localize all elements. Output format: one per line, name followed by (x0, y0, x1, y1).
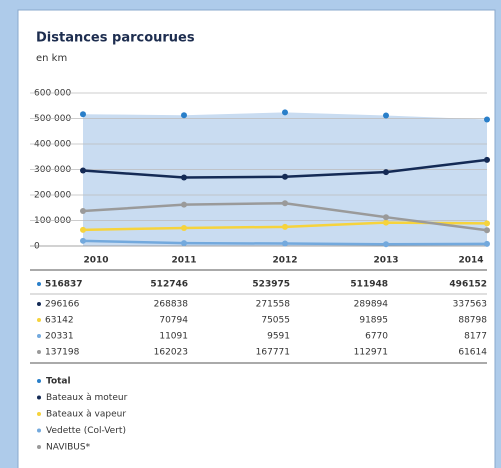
legend-bullet (37, 379, 41, 383)
table-bullet (37, 302, 41, 306)
point (282, 223, 288, 230)
table-cell: 289894 (354, 300, 389, 310)
chart-subtitle: en km (36, 53, 67, 64)
point (383, 112, 389, 119)
point (80, 111, 86, 118)
x-tick-label: 2013 (373, 256, 398, 266)
table-cell: 6770 (365, 332, 388, 342)
point (181, 174, 187, 181)
table-cell: 516837 (45, 280, 83, 290)
y-tick-label: 500 000 (34, 114, 71, 124)
y-tick-label: 200 000 (34, 191, 71, 201)
point (383, 241, 389, 248)
x-tick-label: 2011 (171, 256, 196, 266)
legend-label: Total (46, 377, 71, 387)
point (80, 237, 86, 244)
table-cell: 9591 (267, 332, 290, 342)
legend-label: Bateaux à moteur (46, 393, 128, 403)
table-cell: 512746 (150, 280, 188, 290)
table-bullet (37, 334, 41, 338)
point (181, 201, 187, 208)
y-tick-label: 100 000 (34, 216, 71, 226)
table-cell: 70794 (159, 316, 188, 326)
table-cell: 268838 (154, 300, 189, 310)
point (181, 240, 187, 247)
point (80, 226, 86, 233)
chart-title: Distances parcourues (36, 31, 195, 46)
table-bullet (37, 282, 41, 286)
legend-label: Bateaux à vapeur (46, 410, 126, 420)
x-tick-label: 2014 (458, 256, 483, 266)
point (484, 220, 490, 227)
table-cell: 75055 (261, 316, 290, 326)
point (282, 173, 288, 180)
legend-bullet (37, 412, 41, 416)
table-cell: 271558 (256, 300, 291, 310)
table-cell: 167771 (256, 348, 290, 358)
table-cell: 88798 (458, 316, 487, 326)
table-cell: 511948 (350, 280, 388, 290)
point (484, 240, 490, 247)
point (181, 112, 187, 119)
point (181, 224, 187, 231)
y-tick-label: 300 000 (34, 165, 71, 175)
point (282, 109, 288, 116)
point (282, 200, 288, 207)
legend-label: Vedette (Col-Vert) (46, 426, 126, 436)
legend-bullet (37, 395, 41, 400)
table-cell: 61614 (458, 348, 487, 358)
table-bullet (37, 318, 41, 322)
table-cell: 523975 (252, 280, 290, 290)
table-cell: 496152 (449, 280, 487, 290)
table-cell: 8177 (464, 332, 487, 342)
point (484, 227, 490, 234)
table-cell: 162023 (154, 348, 188, 358)
y-tick-label: 0 (34, 242, 40, 252)
point (282, 240, 288, 247)
table-cell: 337563 (453, 300, 487, 310)
point (383, 214, 389, 221)
table-bullet (37, 350, 41, 354)
point (80, 208, 86, 215)
point (383, 169, 389, 176)
table-cell: 91895 (359, 316, 388, 326)
table-cell: 112971 (354, 348, 388, 358)
y-tick-label: 600 000 (34, 89, 71, 99)
table-cell: 296166 (45, 300, 80, 310)
table-cell: 137198 (45, 348, 80, 358)
table-cell: 11091 (159, 332, 188, 342)
table-cell: 20331 (45, 332, 74, 342)
point (484, 156, 490, 163)
point (383, 219, 389, 226)
x-tick-label: 2010 (83, 256, 108, 266)
point (484, 116, 490, 123)
legend-bullet (37, 445, 41, 449)
legend-bullet (37, 428, 41, 433)
point (80, 167, 86, 174)
table-cell: 63142 (45, 316, 74, 326)
legend-label: NAVIBUS* (46, 443, 91, 453)
x-tick-label: 2012 (272, 256, 297, 266)
y-tick-label: 400 000 (34, 140, 71, 150)
